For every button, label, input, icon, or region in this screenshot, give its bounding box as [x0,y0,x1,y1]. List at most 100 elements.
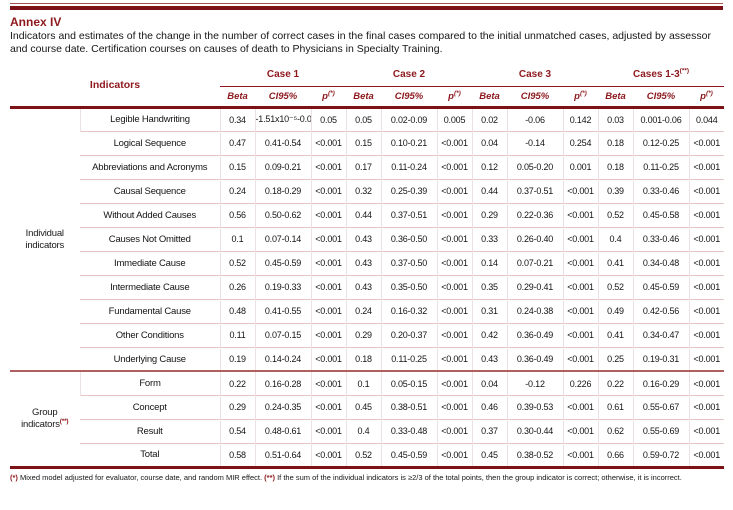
value-cell: 0.4 [345,418,381,444]
value-cell: <0.001 [310,154,346,180]
case2-label: Case 2 [392,69,426,80]
value-cell: 0.11 [219,322,255,348]
value-cell: <0.001 [310,322,346,348]
results-table: Indicators Case 1 Case 2 Case 3 Cases 1-… [10,63,725,469]
value-cell: 0.04 [471,370,507,396]
value-cell: 0.05-0.15 [380,370,437,396]
value-cell: <0.001 [688,346,725,372]
top-rule-thick [10,6,723,10]
value-cell: <0.001 [310,130,346,156]
p-sup: (*) [579,89,587,97]
table-row: Fundamental Cause 0.48 0.41-0.55 <0.001 0.24… [10,298,725,324]
value-cell: 0.33-0.48 [380,418,437,444]
ci-header: CI95% [507,86,563,109]
value-cell: 0.11-0.24 [380,154,437,180]
p-label: p [322,90,328,102]
indicator-name-cell: Logical Sequence [80,130,220,156]
value-cell: 0.29 [471,202,507,228]
cases1-3-sup: (**) [679,67,690,75]
value-cell: 0.001 [562,154,598,180]
cases1-3-label: Cases 1-3 [632,69,680,80]
value-cell: 0.48-0.61 [254,418,311,444]
value-cell: 0.16-0.29 [632,370,689,396]
value-cell: 0.37-0.51 [506,178,563,204]
value-cell: <0.001 [436,298,472,324]
value-cell: 0.24-0.35 [254,394,311,420]
value-cell: 0.14-0.24 [254,346,311,372]
table-row: Abbreviations and Acronyms 0.15 0.09-0.21 <… [10,154,725,180]
table-row: Total 0.58 0.51-0.64 <0.001 0.52 0.45-0.59 <0.… [10,442,725,468]
value-cell: 0.55-0.67 [632,394,689,420]
value-cell: <0.001 [688,442,725,468]
value-cell: <0.001 [562,202,598,228]
value-cell: 0.29 [345,322,381,348]
footnote: (*) Mixed model adjusted for evaluator, … [10,473,723,484]
value-cell: 0.26 [219,274,255,300]
value-cell: 0.36-0.49 [506,346,563,372]
value-cell: 0.45-0.58 [632,202,689,228]
footnote-marker-1: (*) [10,472,18,482]
value-cell: 0.04 [471,130,507,156]
indicator-name-cell: Result [80,418,220,444]
value-cell: 0.45-0.59 [254,250,311,276]
ci-header: CI95% [255,86,311,109]
indicator-name-cell: Legible Handwriting [79,107,220,132]
value-cell: 0.41-0.54 [254,130,311,156]
beta-header: Beta [472,86,507,109]
indicator-name-cell: Without Added Causes [80,202,220,228]
value-cell: 0.18 [597,154,633,180]
value-cell: <0.001 [562,178,598,204]
value-cell: 0.47 [219,130,255,156]
value-cell: 0.22-0.36 [506,202,563,228]
table-row: Intermediate Cause 0.26 0.19-0.33 <0.001 0.4… [10,274,725,300]
indicators-column-header: Indicators [10,63,220,109]
value-cell: 0.37 [471,418,507,444]
value-cell: 0.005 [436,107,472,132]
footnote-marker-2: (**) [264,472,276,482]
table-row: Other Conditions 0.11 0.07-0.15 <0.001 0.29 0… [10,322,725,348]
case3-group-header: Case 3 [472,63,598,87]
value-cell: 0.32 [345,178,381,204]
table-row: Result 0.54 0.48-0.61 <0.001 0.4 0.33-0.48 <0.… [10,418,725,444]
ci-header: CI95% [633,86,689,109]
value-cell: -1.51x10⁻⁵-0.07 [254,107,311,132]
value-cell: 0.20-0.37 [380,322,437,348]
value-cell: <0.001 [688,298,725,324]
value-cell: <0.001 [436,250,472,276]
value-cell: <0.001 [436,202,472,228]
page-title: Annex IV [10,15,62,29]
value-cell: 0.26-0.40 [506,226,563,252]
value-cell: <0.001 [436,370,472,396]
value-cell: 0.29 [219,394,255,420]
value-cell: 0.24 [345,298,381,324]
case-header-row: Indicators Case 1 Case 2 Case 3 Cases 1-… [10,63,725,109]
value-cell: 0.254 [562,130,598,156]
value-cell: 0.30-0.44 [506,418,563,444]
value-cell: <0.001 [562,322,598,348]
value-cell: 0.43 [345,250,381,276]
indicator-name-cell: Abbreviations and Acronyms [80,154,220,180]
value-cell: 0.43 [471,346,507,372]
value-cell: <0.001 [310,346,346,372]
stat-header-row: Beta CI95% p(*) Beta CI95% p(*) Beta CI9… [10,86,725,109]
value-cell: 0.10-0.21 [380,130,437,156]
value-cell: 0.17 [345,154,381,180]
value-cell: <0.001 [436,322,472,348]
value-cell: 0.09-0.21 [254,154,311,180]
value-cell: <0.001 [562,274,598,300]
value-cell: 0.39 [597,178,633,204]
value-cell: 0.29-0.41 [506,274,563,300]
value-cell: 0.07-0.21 [506,250,563,276]
value-cell: 0.25-0.39 [380,178,437,204]
value-cell: <0.001 [310,370,346,396]
value-cell: 0.45 [471,442,507,468]
value-cell: 0.50-0.62 [254,202,311,228]
value-cell: <0.001 [688,322,725,348]
value-cell: <0.001 [688,250,725,276]
value-cell: 0.1 [345,370,381,396]
p-label: p [448,90,454,102]
indicator-name-cell: Immediate Cause [80,250,220,276]
value-cell: <0.001 [436,154,472,180]
value-cell: <0.001 [436,394,472,420]
